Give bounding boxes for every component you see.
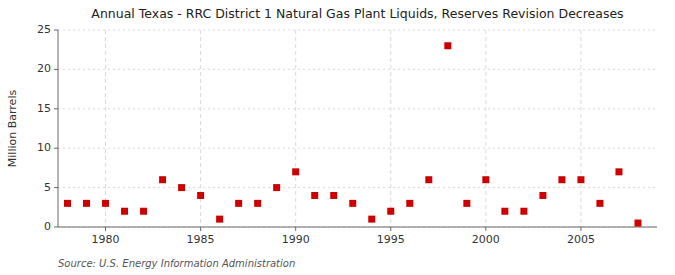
grid bbox=[58, 30, 657, 227]
point bbox=[634, 220, 641, 227]
point bbox=[501, 208, 508, 215]
chart: 0 5 10 15 20 25 1980 1985 1990 1995 2000 2005 Annual… bbox=[0, 0, 675, 275]
point bbox=[311, 192, 318, 199]
y-tick-label: 10 bbox=[37, 141, 51, 154]
point bbox=[178, 184, 185, 191]
point bbox=[463, 200, 470, 207]
point bbox=[444, 42, 451, 49]
x-axis-line bbox=[58, 227, 657, 228]
x-tick-label: 1980 bbox=[92, 233, 120, 246]
y-tick bbox=[54, 108, 58, 109]
point bbox=[539, 192, 546, 199]
x-tick bbox=[295, 227, 296, 231]
x-grid-line bbox=[105, 30, 106, 227]
y-axis-label: Million Barrels bbox=[6, 90, 19, 168]
y-tick bbox=[54, 187, 58, 188]
point bbox=[83, 200, 90, 207]
y-tick bbox=[54, 227, 58, 228]
x-tick-label: 1985 bbox=[187, 233, 215, 246]
y-grid-line bbox=[58, 187, 657, 188]
axes: 0 5 10 15 20 25 1980 1985 1990 1995 2000 2005 bbox=[37, 23, 657, 246]
point bbox=[387, 208, 394, 215]
y-tick bbox=[54, 69, 58, 70]
point bbox=[273, 184, 280, 191]
point bbox=[140, 208, 147, 215]
y-axis-line bbox=[58, 30, 59, 227]
point bbox=[577, 176, 584, 183]
point bbox=[197, 192, 204, 199]
point bbox=[235, 200, 242, 207]
point bbox=[121, 208, 128, 215]
point bbox=[216, 216, 223, 223]
point bbox=[102, 200, 109, 207]
x-tick bbox=[580, 227, 581, 231]
x-tick-label: 2000 bbox=[472, 233, 500, 246]
y-grid-line bbox=[58, 108, 657, 109]
point bbox=[159, 176, 166, 183]
point bbox=[368, 216, 375, 223]
x-tick bbox=[200, 227, 201, 231]
y-tick-label: 20 bbox=[37, 62, 51, 75]
x-tick-label: 2005 bbox=[567, 233, 595, 246]
point bbox=[292, 168, 299, 175]
y-grid-line bbox=[58, 148, 657, 149]
x-grid-line bbox=[485, 30, 486, 227]
point bbox=[254, 200, 261, 207]
x-grid-line bbox=[390, 30, 391, 227]
x-tick bbox=[105, 227, 106, 231]
x-tick-label: 1990 bbox=[282, 233, 310, 246]
y-grid-line bbox=[58, 69, 657, 70]
point bbox=[425, 176, 432, 183]
y-tick-label: 5 bbox=[44, 181, 51, 194]
chart-container: 0 5 10 15 20 25 1980 1985 1990 1995 2000 2005 Annual… bbox=[0, 0, 675, 275]
point bbox=[406, 200, 413, 207]
point bbox=[64, 200, 71, 207]
y-tick-label: 0 bbox=[44, 220, 51, 233]
annotation: Source: U.S. Energy Information Administ… bbox=[58, 258, 295, 269]
y-grid-line bbox=[58, 227, 657, 228]
x-tick bbox=[390, 227, 391, 231]
y-tick-label: 15 bbox=[37, 102, 51, 115]
point bbox=[349, 200, 356, 207]
y-tick-label: 25 bbox=[37, 23, 51, 36]
point bbox=[558, 176, 565, 183]
y-grid-line bbox=[58, 30, 657, 31]
point bbox=[615, 168, 622, 175]
points bbox=[64, 42, 641, 226]
point bbox=[596, 200, 603, 207]
point bbox=[482, 176, 489, 183]
x-tick bbox=[485, 227, 486, 231]
point bbox=[330, 192, 337, 199]
y-tick bbox=[54, 30, 58, 31]
y-tick bbox=[54, 148, 58, 149]
point bbox=[520, 208, 527, 215]
x-grid-line bbox=[295, 30, 296, 227]
title: Annual Texas - RRC District 1 Natural Ga… bbox=[91, 6, 623, 21]
x-tick-label: 1995 bbox=[377, 233, 405, 246]
x-grid-line bbox=[580, 30, 581, 227]
